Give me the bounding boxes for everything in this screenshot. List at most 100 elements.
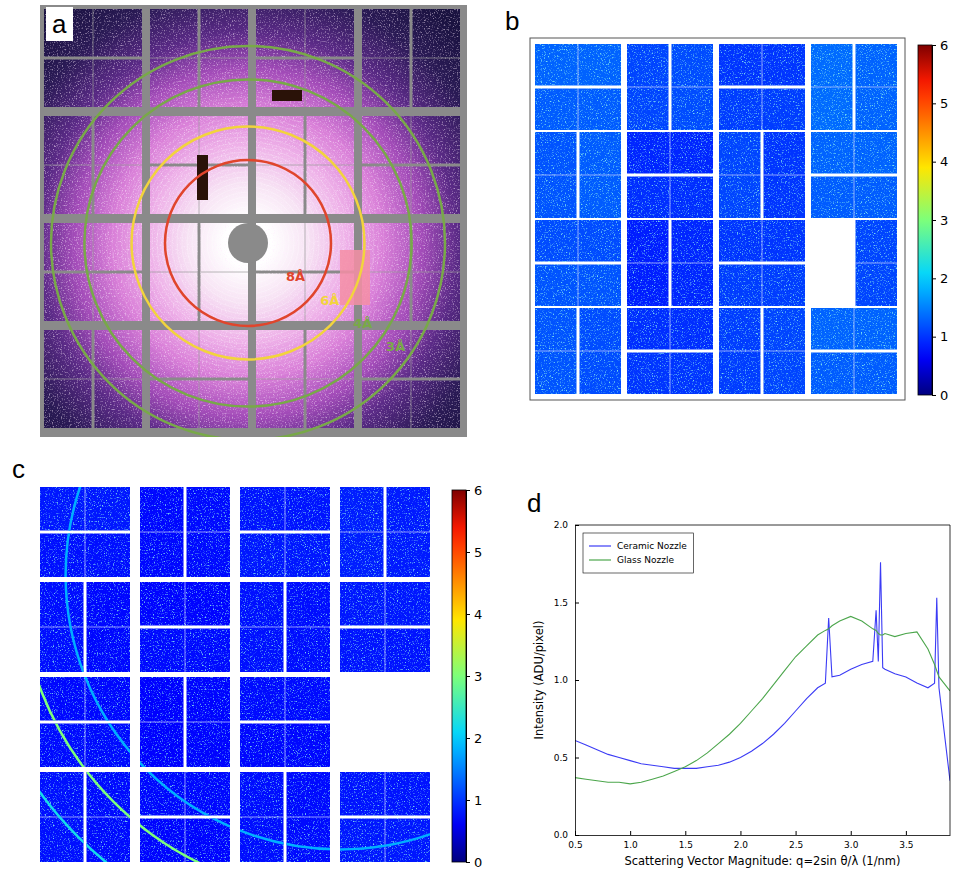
speckle — [140, 629, 230, 673]
asic-divider — [627, 87, 669, 88]
speckle — [811, 353, 897, 395]
heat-cell — [40, 677, 130, 721]
asic-divider — [240, 627, 284, 628]
heat-cell — [535, 44, 621, 86]
asic-divider — [670, 177, 671, 219]
colorbar-tick: 6 — [932, 38, 948, 53]
heat-cell — [719, 220, 805, 262]
panel-letter: c — [12, 454, 25, 484]
y-tick: 2.0 — [554, 520, 579, 530]
speckle — [187, 677, 231, 767]
asic-divider — [307, 379, 355, 380]
x-tick: 3.0 — [844, 831, 859, 850]
x-tick: 1.5 — [679, 831, 693, 850]
speckle — [672, 220, 714, 306]
asic-divider — [385, 772, 386, 816]
colorbar-tick-label: 3 — [940, 213, 948, 228]
heat-cell — [535, 89, 621, 131]
asic-divider — [85, 487, 86, 531]
colorbar-tick-mark — [932, 220, 936, 221]
y-tick-label: 0.5 — [554, 753, 568, 763]
legend-box — [583, 533, 693, 573]
heat-cell — [240, 772, 284, 862]
detector-tile — [95, 330, 143, 428]
texture-ring — [57, 52, 439, 434]
legend-label: Ceramic Nozzle — [617, 541, 687, 551]
asic-divider — [856, 263, 898, 264]
speckle — [140, 677, 184, 767]
x-tick-mark — [796, 831, 797, 835]
speckle — [87, 582, 131, 672]
speckle — [40, 677, 130, 721]
asic-divider — [85, 724, 86, 768]
heat-cell — [240, 534, 330, 578]
asic-divider — [670, 353, 671, 395]
asic-divider — [340, 532, 384, 533]
texture-ring — [137, 132, 359, 354]
resolution-ring — [51, 46, 445, 437]
speckle — [40, 772, 84, 862]
heat-cell — [535, 132, 577, 218]
heat-cell — [240, 582, 284, 672]
asic-divider — [385, 629, 386, 673]
asic-divider — [854, 132, 855, 174]
speckle — [240, 487, 330, 531]
heat-cell — [627, 177, 713, 219]
panel-letter-group: c — [12, 454, 25, 484]
speckle — [413, 9, 461, 107]
cells — [40, 487, 430, 862]
speckle — [44, 60, 142, 108]
detector-tile — [256, 60, 354, 108]
colorbar-tick-mark — [932, 337, 936, 338]
colorbar-tick-mark — [466, 738, 470, 739]
colorbar-tick-label: 2 — [940, 271, 948, 286]
asic-divider — [199, 330, 200, 378]
panel-letter: b — [505, 6, 519, 36]
x-tick: 2.0 — [734, 831, 749, 850]
panel-letter-group: d — [527, 488, 541, 518]
heat-cell — [811, 308, 897, 350]
asic-divider — [285, 724, 286, 768]
x-tick-label: 2.0 — [734, 840, 749, 850]
asic-divider — [387, 532, 431, 533]
speckle — [140, 772, 230, 816]
resolution-ring — [132, 127, 365, 360]
heat-cell — [719, 44, 805, 86]
speckle — [672, 44, 714, 130]
heat-cell — [340, 582, 430, 626]
texture-ring — [107, 102, 389, 384]
colorbar-axis: 0123456 — [932, 38, 948, 403]
y-tick-label: 1.0 — [554, 675, 569, 685]
heat-cell — [719, 308, 761, 394]
asic-divider — [87, 817, 131, 818]
asic-divider — [285, 487, 286, 531]
powder-ring — [20, 255, 661, 877]
colorbar-tick-label: 0 — [474, 855, 482, 870]
plot-background — [575, 525, 950, 835]
y-tick-mark — [575, 603, 579, 604]
colorbar-tick: 5 — [932, 96, 948, 111]
texture-ring — [102, 97, 394, 389]
y-tick-label: 1.5 — [554, 598, 568, 608]
y-axis: 0.00.51.01.52.0 — [554, 520, 579, 840]
heat-cell — [856, 220, 898, 306]
speckle — [535, 265, 621, 307]
asic-divider — [762, 265, 763, 307]
plot-area — [575, 562, 950, 784]
texture-ring — [197, 192, 299, 294]
speckle — [627, 220, 669, 306]
heat-cell — [140, 487, 184, 577]
x-tick-label: 1.0 — [623, 840, 638, 850]
heat-cell — [580, 132, 622, 218]
hot-tile — [340, 250, 370, 305]
x-tick-label: 2.5 — [789, 840, 803, 850]
texture-ring — [157, 152, 339, 334]
heat-cell — [627, 308, 713, 350]
colorbar-tick: 1 — [932, 329, 948, 344]
asic-divider — [578, 44, 579, 86]
panel-background — [40, 5, 467, 437]
speckle — [240, 534, 330, 578]
x-axis: 0.51.01.52.02.53.03.5 — [568, 831, 950, 850]
asic-divider — [385, 582, 386, 626]
colorbar-tick-mark — [466, 800, 470, 801]
